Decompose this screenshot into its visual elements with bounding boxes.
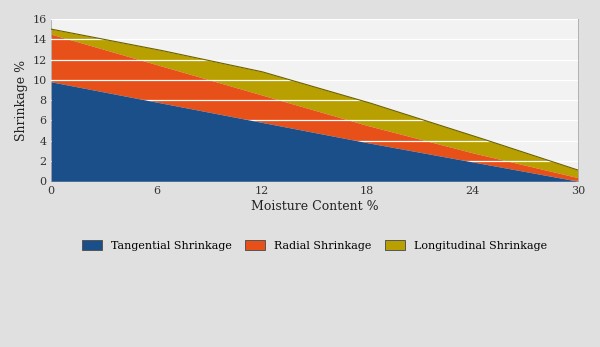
Y-axis label: Shrinkage %: Shrinkage % [15, 60, 28, 141]
Legend: Tangential Shrinkage, Radial Shrinkage, Longitudinal Shrinkage: Tangential Shrinkage, Radial Shrinkage, … [78, 235, 551, 255]
X-axis label: Moisture Content %: Moisture Content % [251, 200, 379, 213]
